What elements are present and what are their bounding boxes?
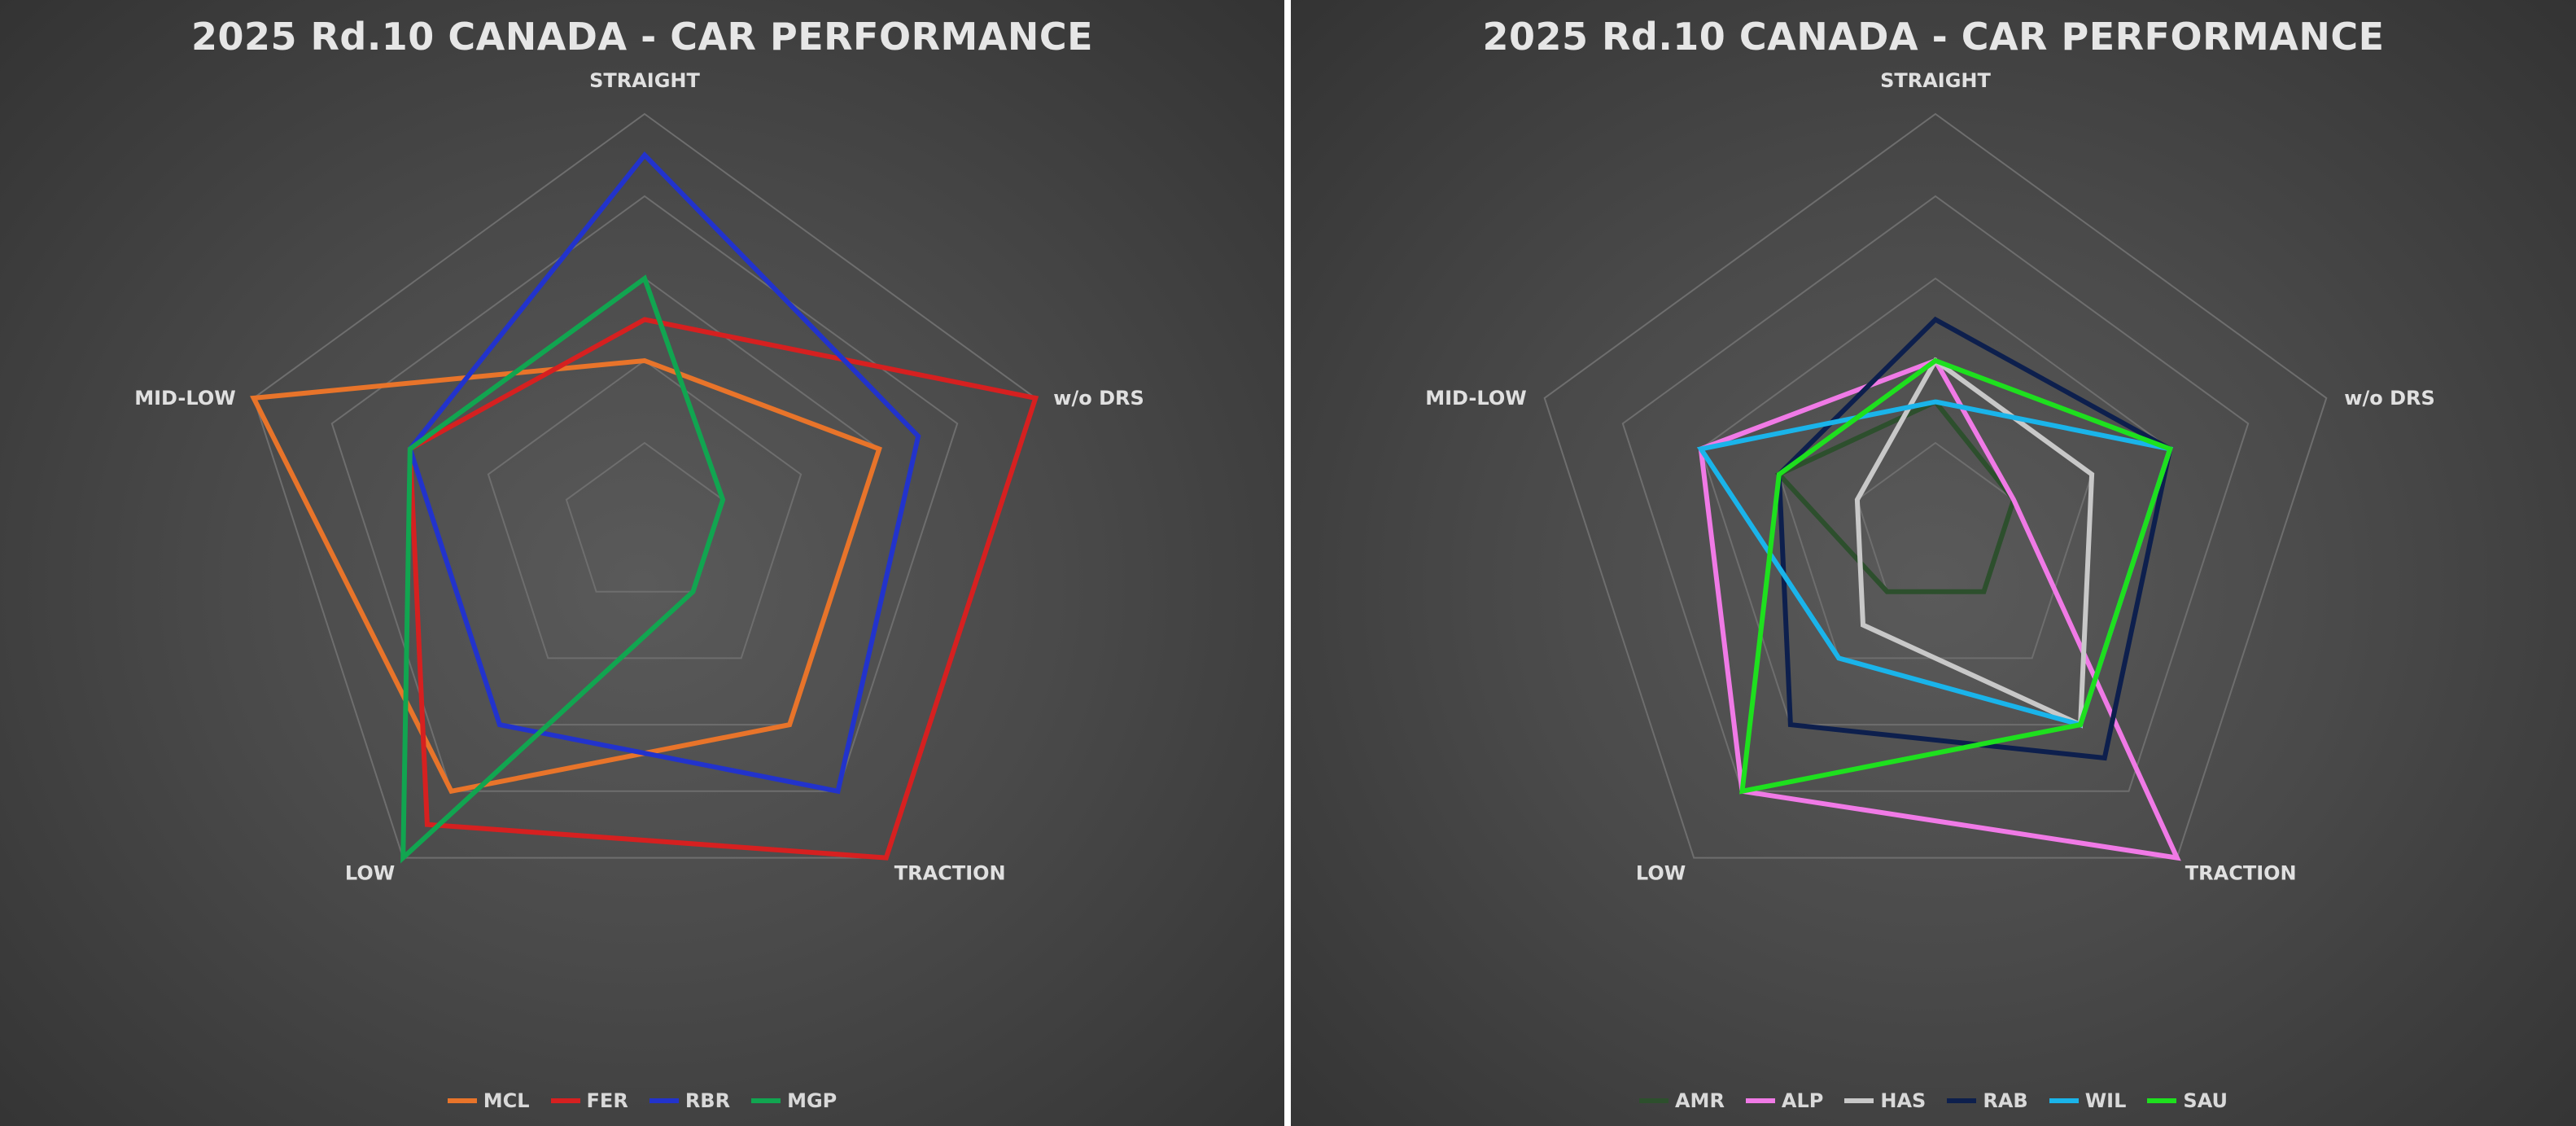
legend-swatch [1745, 1098, 1775, 1103]
legend-swatch [1844, 1098, 1874, 1103]
grid-ring-5 [1543, 112, 2328, 859]
axis-label-2: TRACTION [894, 862, 1006, 885]
legend-swatch [649, 1098, 679, 1103]
legend-label: FER [586, 1089, 628, 1112]
panel-divider [1284, 0, 1291, 1126]
grid-ring-3 [1699, 277, 2171, 726]
radar-chart-right: STRAIGHT w/o DRS TRACTION LOW MID-LOW [1425, 69, 2435, 885]
series-alp-line [1698, 357, 2181, 861]
axis-label-1: w/o DRS [2344, 387, 2434, 410]
axis-label-0: STRAIGHT [1880, 69, 1991, 92]
legend-item-mgp: MGP [751, 1089, 837, 1112]
chart-title: 2025 Rd.10 CANADA - CAR PERFORMANCE [190, 15, 1094, 59]
chart-title: 2025 Rd.10 CANADA - CAR PERFORMANCE [1482, 15, 2385, 59]
axis-label-3: LOW [1636, 862, 1686, 885]
legend-label: HAS [1880, 1089, 1927, 1112]
axis-label-4: MID-LOW [1425, 387, 1526, 410]
axis-label-4: MID-LOW [134, 387, 235, 410]
chart-legend: MCL FER RBR MGP [0, 1086, 1284, 1115]
grid-ring-4 [1621, 195, 2250, 792]
legend-label: RAB [1983, 1089, 2028, 1112]
radar-chart-left: STRAIGHT w/o DRS TRACTION LOW MID-LOW [134, 69, 1144, 885]
series-has-line [1854, 357, 2095, 729]
legend-item-has: HAS [1844, 1089, 1926, 1112]
legend-swatch [751, 1098, 781, 1103]
legend-label: MGP [787, 1089, 838, 1112]
grid-ring-2 [487, 359, 803, 659]
legend-swatch [2049, 1098, 2079, 1103]
axis-label-3: LOW [345, 862, 395, 885]
legend-item-sau: SAU [2147, 1089, 2228, 1112]
radar-panel-right: 2025 Rd.10 CANADA - CAR PERFORMANCE STRA… [1291, 0, 2576, 1126]
legend-swatch [550, 1098, 580, 1103]
axis-label-0: STRAIGHT [589, 69, 700, 92]
legend-label: MCL [483, 1089, 530, 1112]
legend-swatch [1638, 1098, 1668, 1103]
legend-swatch [2147, 1098, 2177, 1103]
legend-label: RBR [684, 1089, 731, 1112]
chart-legend: AMR ALP HAS RAB WIL SAU [1291, 1086, 2576, 1115]
series-mgp-line [400, 274, 726, 864]
radar-panel-left: 2025 Rd.10 CANADA - CAR PERFORMANCE STRA… [0, 0, 1284, 1126]
series-amr-line [1774, 398, 2017, 594]
grid-ring-5 [252, 112, 1037, 859]
axis-label-1: w/o DRS [1053, 387, 1144, 410]
legend-item-amr: AMR [1638, 1089, 1725, 1112]
series-fer-line [407, 317, 1039, 861]
series-rab-line [1776, 316, 2173, 761]
axis-label-2: TRACTION [2185, 862, 2297, 885]
legend-label: SAU [2183, 1089, 2228, 1112]
legend-item-fer: FER [550, 1089, 628, 1112]
grid-ring-1 [565, 441, 724, 593]
series-mcl-line [250, 357, 882, 795]
series-wil-line [1696, 399, 2174, 728]
legend-item-mcl: MCL [447, 1089, 530, 1112]
legend-swatch [447, 1098, 477, 1103]
legend-item-rab: RAB [1947, 1089, 2028, 1112]
series-rbr-line [407, 151, 921, 795]
legend-item-rbr: RBR [649, 1089, 730, 1112]
legend-swatch [1947, 1098, 1977, 1103]
legend-label: WIL [2084, 1089, 2127, 1112]
series-sau-line [1739, 357, 2173, 795]
legend-label: AMR [1674, 1089, 1725, 1112]
legend-item-wil: WIL [2049, 1089, 2127, 1112]
legend-item-alp: ALP [1745, 1089, 1824, 1112]
legend-label: ALP [1781, 1089, 1824, 1112]
